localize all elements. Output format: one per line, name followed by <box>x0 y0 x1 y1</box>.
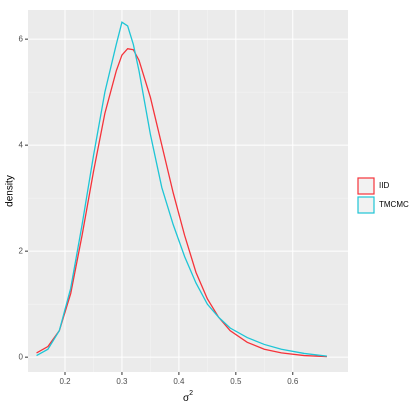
y-tick-label: 6 <box>19 34 24 43</box>
y-tick-label: 2 <box>19 246 24 255</box>
plot-panel <box>28 10 348 372</box>
x-axis-title-superscript: 2 <box>189 390 193 397</box>
y-tick-label: 0 <box>19 352 24 361</box>
legend-key <box>357 177 375 195</box>
x-tick-label: 0.6 <box>287 377 299 386</box>
density-line <box>36 21 328 357</box>
legend-label: IID <box>379 181 389 190</box>
x-tick-label: 0.3 <box>116 377 128 386</box>
x-axis-title: σ2 <box>183 390 193 404</box>
y-axis-title: density <box>5 175 16 207</box>
x-tick-label: 0.5 <box>230 377 242 386</box>
legend-key <box>357 196 375 214</box>
density-line <box>36 47 327 358</box>
x-tick-label: 0.2 <box>59 377 71 386</box>
y-tick-label: 4 <box>19 140 24 149</box>
legend-label: TMCMC <box>379 200 409 209</box>
x-axis-title-main: σ <box>183 393 190 404</box>
x-tick-label: 0.4 <box>173 377 185 386</box>
